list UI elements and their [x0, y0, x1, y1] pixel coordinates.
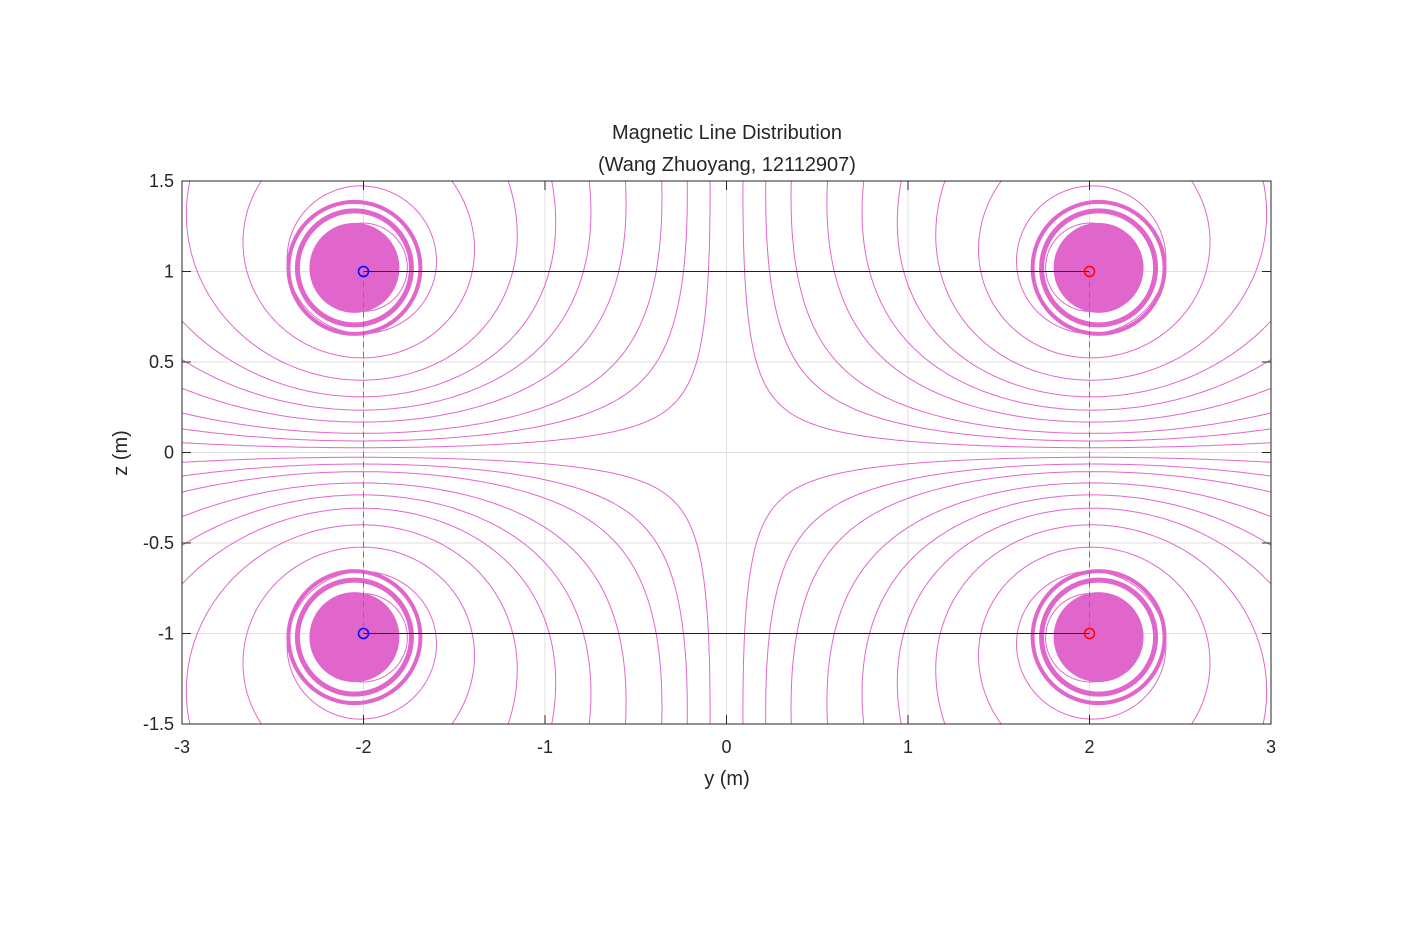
source-marker: [1083, 265, 1096, 278]
field-line: [182, 181, 1271, 724]
field-core: [309, 592, 400, 683]
field-core: [309, 222, 400, 313]
field-ring: [1030, 569, 1167, 706]
field-ring: [294, 208, 414, 328]
field-line: [182, 181, 1271, 724]
field-line: [182, 181, 1271, 724]
field-core: [1053, 592, 1144, 683]
y-tick-label: 1: [164, 262, 174, 282]
field-core: [1053, 222, 1144, 313]
x-axis-label: y (m): [704, 768, 750, 790]
field-line: [182, 181, 1271, 724]
y-tick-label: -1: [158, 624, 174, 644]
wire-connections: [363, 271, 1090, 634]
field-ring: [1030, 199, 1167, 336]
y-tick-label: 1.5: [149, 171, 174, 191]
source-marker: [357, 627, 370, 640]
source-marker: [357, 265, 370, 278]
y-axis-label: z (m): [110, 430, 132, 476]
field-line: [286, 185, 1167, 720]
field-line: [182, 181, 1271, 724]
chart-subtitle: (Wang Zhuoyang, 12112907): [598, 154, 856, 176]
x-tick-label: 1: [903, 737, 913, 757]
field-line: [182, 181, 1271, 724]
y-tick-label: 0.5: [149, 352, 174, 372]
field-ring: [1039, 208, 1159, 328]
y-tick-label: 0: [164, 443, 174, 463]
field-ring: [286, 199, 423, 336]
field-line: [182, 181, 1271, 724]
field-line: [182, 181, 1271, 724]
field-line: [286, 185, 1167, 720]
axis-ticks: -3 -2 -1 0 1 2 3 1.5 1 0.5 0 -0.5 -1 -1.5: [143, 171, 1276, 757]
x-tick-label: -2: [355, 737, 371, 757]
source-markers: [357, 265, 1096, 640]
field-line: [242, 181, 1211, 724]
field-line: [182, 181, 1271, 724]
field-line: [182, 181, 1271, 724]
field-line: [182, 181, 1271, 724]
field-line: [182, 181, 1271, 724]
x-tick-label: 3: [1266, 737, 1276, 757]
x-tick-label: 2: [1084, 737, 1094, 757]
field-line: [242, 181, 1211, 724]
field-line: [185, 181, 1268, 724]
chart-title: Magnetic Line Distribution: [612, 122, 842, 144]
field-lines: [182, 181, 1271, 724]
field-ring: [294, 577, 414, 697]
x-tick-label: -1: [537, 737, 553, 757]
y-tick-label: -0.5: [143, 533, 174, 553]
field-ring: [286, 569, 423, 706]
x-tick-label: 0: [721, 737, 731, 757]
x-tick-label: -3: [174, 737, 190, 757]
field-ring: [1039, 577, 1159, 697]
source-marker: [1083, 627, 1096, 640]
field-line: [185, 181, 1268, 724]
y-tick-label: -1.5: [143, 714, 174, 734]
